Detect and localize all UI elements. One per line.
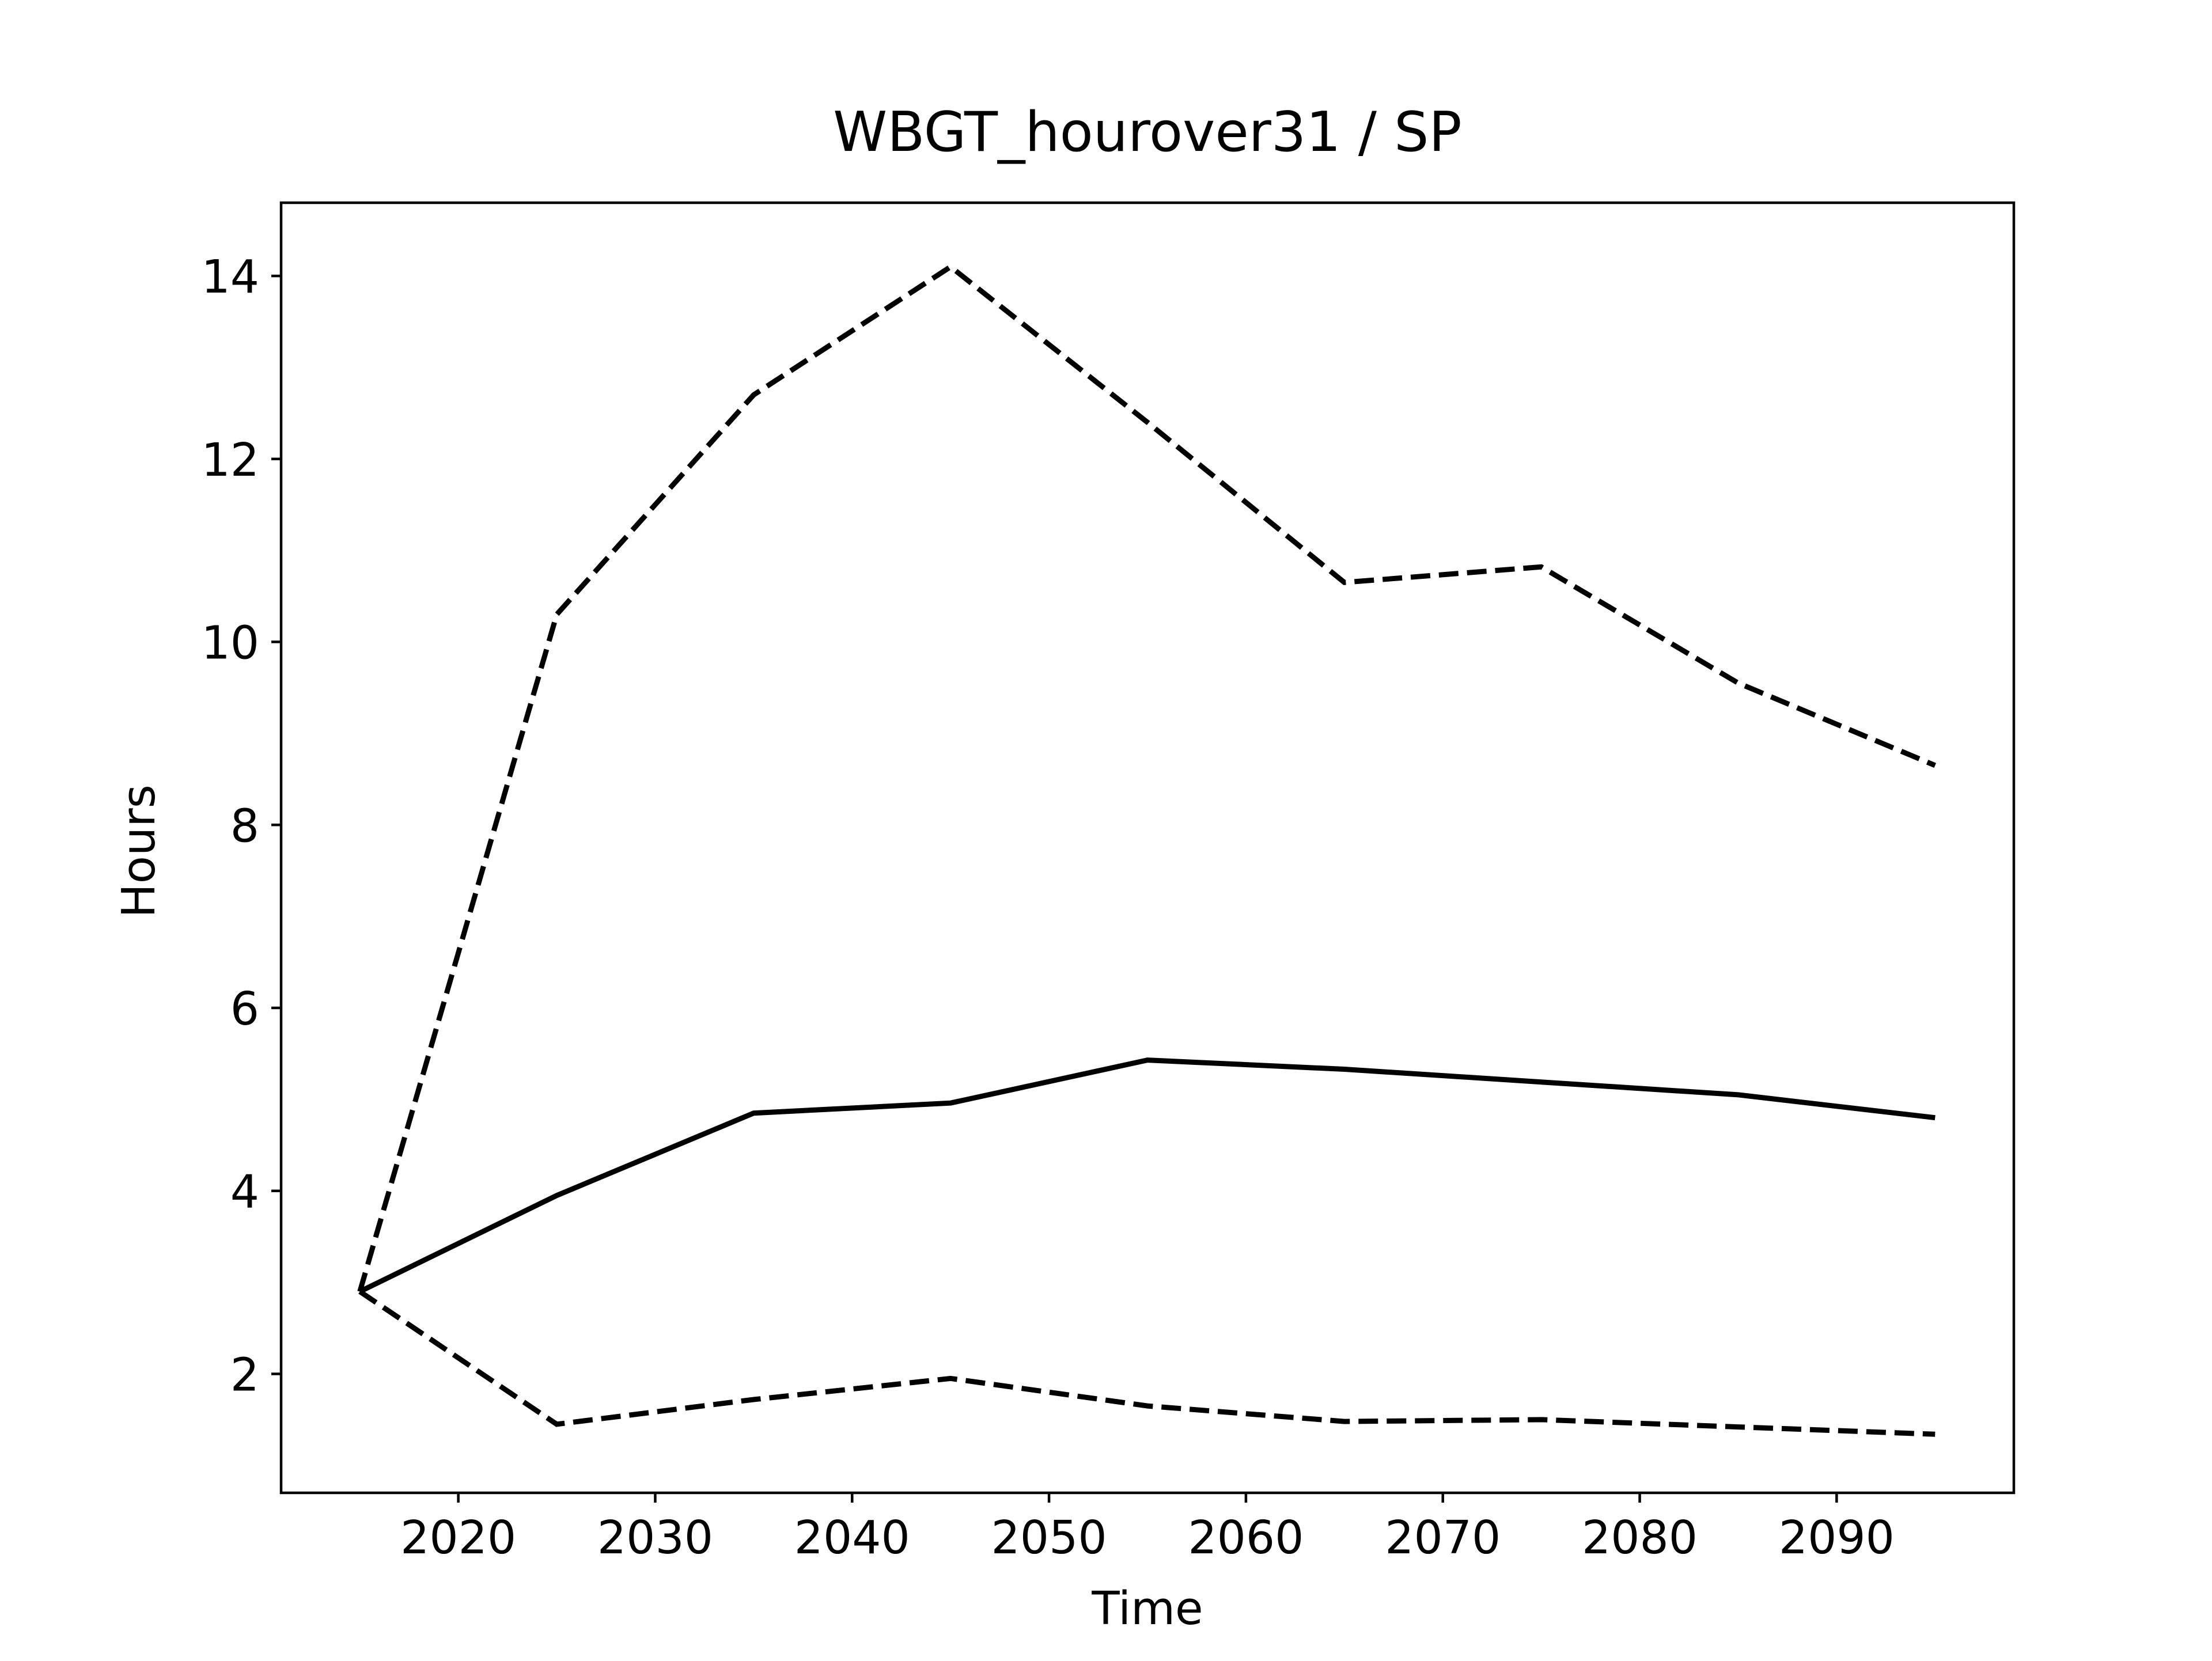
series-layer xyxy=(357,263,1937,1437)
series-line-1 xyxy=(358,1057,1936,1294)
series-line-2 xyxy=(358,1289,1936,1437)
x-tick-label: 2090 xyxy=(1779,1511,1895,1564)
y-tick-label: 8 xyxy=(230,799,259,852)
x-tick-label: 2070 xyxy=(1385,1511,1501,1564)
y-tick-label: 14 xyxy=(201,251,259,304)
x-tick-label: 2050 xyxy=(991,1511,1107,1564)
y-axis-ticks: 2 4 6 8 10 12 14 xyxy=(201,251,281,1401)
y-tick-label: 6 xyxy=(230,983,259,1036)
y-axis-label: Hours xyxy=(112,784,165,917)
series-line-0 xyxy=(357,263,1937,1292)
y-tick-label: 12 xyxy=(201,434,259,487)
chart-title: WBGT_hourover31 / SP xyxy=(833,101,1461,164)
y-tick-label: 4 xyxy=(230,1166,259,1219)
x-tick-label: 2030 xyxy=(597,1511,713,1564)
y-tick-label: 10 xyxy=(201,617,259,670)
x-axis-ticks: 2020 2030 2040 2050 2060 2070 2080 2090 xyxy=(400,1493,1895,1564)
plot-area-frame xyxy=(279,201,2016,1495)
x-tick-label: 2020 xyxy=(400,1511,516,1564)
x-tick-label: 2080 xyxy=(1582,1511,1698,1564)
x-axis-label: Time xyxy=(1091,1582,1203,1635)
x-tick-label: 2060 xyxy=(1188,1511,1304,1564)
x-tick-label: 2040 xyxy=(794,1511,910,1564)
y-tick-label: 2 xyxy=(230,1348,259,1401)
